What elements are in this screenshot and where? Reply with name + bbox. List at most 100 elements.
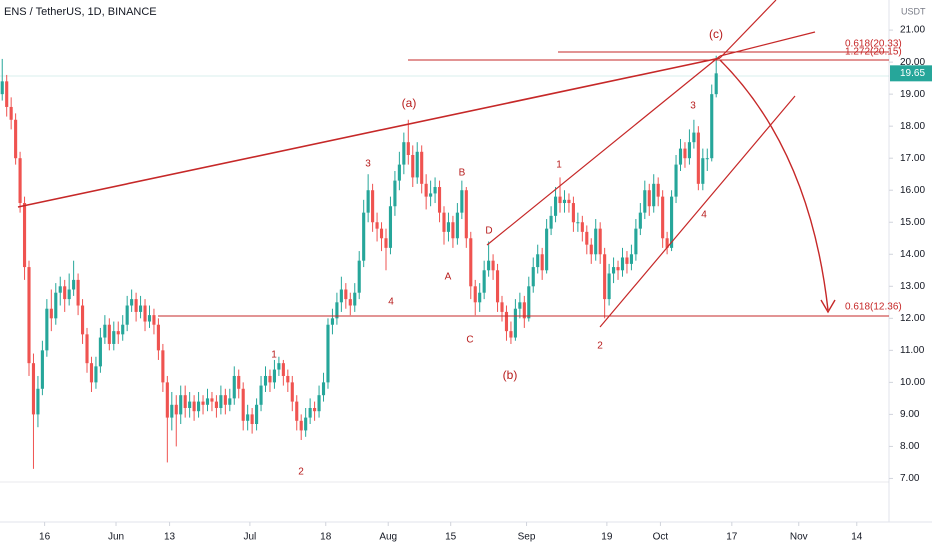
candle-body — [643, 190, 647, 213]
candle-body — [634, 228, 638, 255]
candle-body — [201, 401, 205, 405]
candle-body — [223, 395, 227, 405]
drawings — [17, 0, 889, 328]
candle-body — [49, 308, 53, 319]
candle-body — [384, 238, 388, 248]
candle-body — [393, 180, 397, 207]
annotation: 4 — [388, 297, 394, 308]
candle-body — [460, 190, 464, 213]
candle-body — [406, 142, 410, 155]
x-tick-label: 15 — [445, 532, 457, 543]
x-tick-label: 17 — [726, 532, 738, 543]
candle-body — [589, 244, 593, 255]
annotation: 0.618(20.33) — [845, 39, 902, 50]
candle-body — [98, 337, 102, 367]
candle-body — [165, 382, 169, 418]
candles — [0, 55, 718, 469]
candle-body — [665, 238, 669, 248]
candle-body — [656, 183, 660, 197]
x-tick-label: Oct — [653, 532, 669, 543]
candle-body — [313, 407, 317, 412]
candle-body — [379, 228, 384, 239]
candle-body — [362, 212, 366, 261]
candle-body — [85, 334, 89, 364]
candle-body — [446, 222, 451, 232]
candle-body — [531, 267, 535, 287]
candle-body — [170, 404, 174, 418]
candle-body — [661, 196, 665, 239]
y-tick-label: 15.00 — [900, 217, 925, 228]
candle-body — [678, 148, 683, 165]
annotation: A — [445, 272, 452, 283]
last-price-box — [890, 65, 932, 82]
y-tick-label: 17.00 — [900, 153, 925, 164]
annotation: B — [459, 168, 466, 179]
candle-body — [522, 302, 526, 319]
y-tick-label: 7.00 — [900, 473, 920, 484]
candle-body — [134, 299, 138, 312]
candle-body — [594, 228, 598, 255]
candle-body — [540, 254, 544, 271]
candle-body — [103, 324, 107, 338]
x-tick-label: Nov — [790, 532, 808, 543]
candle-body — [397, 164, 401, 181]
candle-body — [112, 331, 116, 344]
y-tick-label: 10.00 — [900, 377, 925, 388]
annotation: (b) — [503, 368, 518, 382]
candle-body — [464, 190, 468, 239]
y-tick-label: 20.00 — [900, 57, 925, 68]
candle-body — [415, 151, 419, 178]
annotation: 1 — [556, 160, 562, 171]
x-tick-label: 19 — [601, 532, 613, 543]
trend-line — [17, 57, 721, 208]
candle-body — [652, 183, 656, 207]
annotation: (a) — [402, 96, 417, 110]
candle-body — [125, 305, 129, 325]
candle-body — [174, 404, 178, 415]
candle-body — [246, 414, 250, 421]
candle-body — [161, 350, 165, 383]
candle-body — [205, 398, 210, 405]
candle-body — [31, 363, 36, 415]
candle-body — [420, 151, 424, 184]
candle-body — [451, 222, 455, 239]
candle-body — [139, 305, 143, 312]
annotation: 1.272(20.15) — [845, 47, 902, 58]
candle-body — [576, 222, 580, 224]
candle-body — [562, 199, 567, 204]
candle-body — [188, 401, 192, 408]
annotation: D — [485, 226, 492, 237]
candle-body — [353, 292, 357, 306]
candle-body — [518, 302, 522, 309]
candle-body — [473, 286, 477, 303]
y-tick-label: 13.00 — [900, 281, 925, 292]
candle-body — [701, 158, 705, 184]
candle-body — [80, 305, 85, 335]
candle-body — [143, 305, 147, 322]
candle-body — [504, 311, 509, 332]
candle-body — [76, 279, 80, 306]
channel-line — [599, 95, 796, 328]
candle-body — [277, 363, 281, 370]
candle-body — [607, 273, 611, 300]
candle-body — [299, 420, 303, 431]
arrow-head — [820, 299, 836, 314]
candle-body — [72, 279, 76, 290]
projection-arrow — [719, 59, 829, 311]
candle-body — [509, 331, 513, 338]
candle-body — [424, 183, 428, 197]
candle-body — [268, 375, 272, 383]
candle-body — [67, 289, 71, 300]
candle-body — [402, 142, 406, 165]
candle-body — [674, 164, 678, 197]
candle-body — [567, 199, 571, 204]
candle-body — [116, 331, 120, 335]
candle-body — [9, 106, 13, 120]
annotation: 2 — [597, 341, 603, 352]
candle-body — [487, 260, 491, 271]
candle-body — [545, 228, 549, 271]
annotation: 4 — [701, 210, 707, 221]
candle-body — [121, 324, 125, 335]
x-tick-label: 18 — [320, 532, 332, 543]
candle-body — [344, 289, 348, 300]
